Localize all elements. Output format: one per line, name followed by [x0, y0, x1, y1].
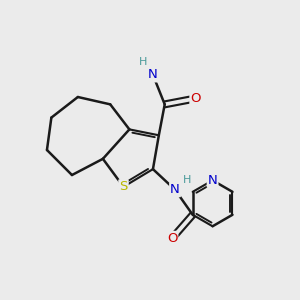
Text: N: N — [170, 183, 180, 196]
Text: N: N — [208, 174, 218, 187]
Text: O: O — [190, 92, 201, 105]
Text: H: H — [139, 57, 147, 67]
Text: N: N — [148, 68, 158, 81]
Text: S: S — [119, 180, 128, 193]
Text: O: O — [167, 232, 177, 245]
Text: H: H — [183, 175, 192, 185]
